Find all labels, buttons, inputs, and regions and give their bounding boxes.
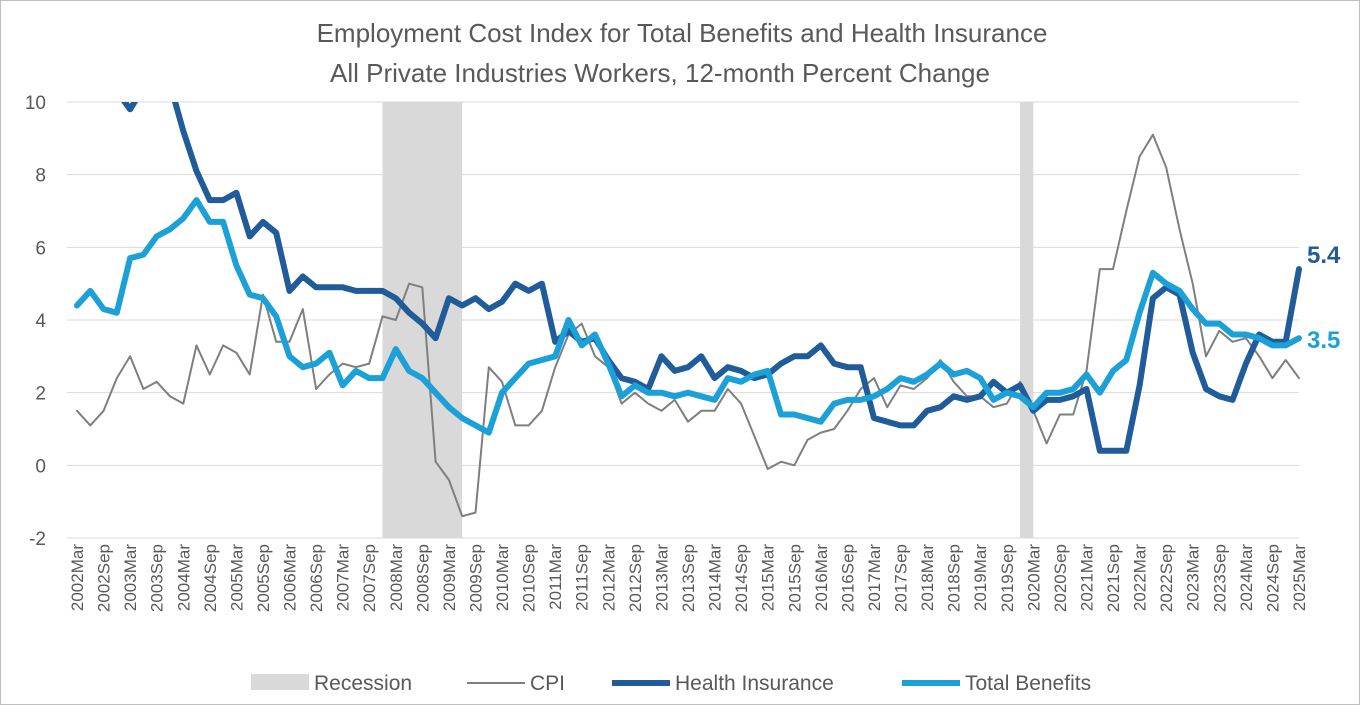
gridlines (67, 101, 1299, 539)
x-tick-label: 2020Mar (1024, 544, 1043, 611)
legend-label-health-insurance: Health Insurance (675, 672, 834, 695)
y-tick-label: 6 (35, 238, 46, 259)
y-axis-tick-labels: -2 0 2 4 6 8 10 (25, 93, 47, 550)
x-tick-label: 2024Sep (1263, 544, 1282, 612)
x-tick-label: 2013Mar (652, 544, 671, 611)
x-tick-label: 2007Mar (334, 544, 353, 611)
series-line-cpi (76, 133, 1300, 518)
x-tick-label: 2009Mar (440, 544, 459, 611)
x-tick-label: 2008Sep (413, 544, 432, 612)
x-tick-label: 2002Sep (95, 544, 114, 612)
x-tick-label: 2004Sep (201, 544, 220, 612)
series-lines (74, 102, 1302, 518)
x-tick-label: 2021Mar (1077, 544, 1096, 611)
x-tick-label: 2019Mar (971, 544, 990, 611)
chart-subtitle: All Private Industries Workers, 12-month… (330, 58, 990, 88)
x-tick-label: 2015Mar (759, 544, 778, 611)
y-tick-label: 8 (35, 166, 46, 187)
x-tick-label: 2012Sep (626, 544, 645, 612)
x-tick-label: 2006Mar (281, 544, 300, 611)
x-tick-label: 2018Mar (918, 544, 937, 611)
x-tick-label: 2003Mar (121, 544, 140, 611)
y-tick-label: 0 (35, 456, 46, 477)
y-tick-label: 4 (35, 311, 46, 332)
x-tick-label: 2017Sep (892, 544, 911, 612)
end-label-total-benefits: 3.5 (1307, 327, 1340, 354)
x-tick-label: 2006Sep (307, 544, 326, 612)
x-tick-label: 2022Sep (1157, 544, 1176, 612)
x-tick-label: 2018Sep (945, 544, 964, 612)
x-tick-label: 2017Mar (865, 544, 884, 611)
x-tick-label: 2011Sep (573, 544, 592, 611)
series-line-total-benefits (74, 197, 1302, 436)
legend-label-recession: Recession (314, 672, 412, 695)
x-tick-label: 2007Sep (360, 544, 379, 612)
y-tick-label: -2 (29, 529, 46, 550)
x-tick-label: 2004Mar (174, 544, 193, 611)
x-tick-label: 2022Mar (1131, 544, 1150, 611)
x-tick-label: 2005Mar (227, 544, 246, 611)
x-tick-label: 2021Sep (1104, 544, 1123, 612)
x-tick-label: 2024Mar (1237, 544, 1256, 611)
x-tick-label: 2008Mar (387, 544, 406, 611)
x-tick-label: 2005Sep (254, 544, 273, 612)
x-tick-label: 2010Mar (493, 544, 512, 611)
end-value-annotations: 5.4 3.5 (1307, 242, 1341, 354)
x-tick-label: 2009Sep (466, 544, 485, 612)
x-tick-label: 2002Mar (68, 544, 87, 611)
x-tick-label: 2013Sep (679, 544, 698, 612)
y-tick-label: 10 (25, 93, 46, 114)
x-tick-label: 2016Sep (838, 544, 857, 612)
y-tick-label: 2 (35, 384, 46, 405)
x-tick-label: 2023Sep (1210, 544, 1229, 612)
end-label-health-insurance: 5.4 (1307, 242, 1341, 269)
legend-swatch-recession (251, 674, 309, 690)
legend-label-cpi: CPI (530, 672, 565, 695)
x-tick-label: 2014Sep (732, 544, 751, 612)
x-tick-label: 2011Mar (546, 544, 565, 610)
legend-label-total-benefits: Total Benefits (965, 672, 1091, 695)
series-line-health-insurance (121, 102, 1302, 454)
x-tick-label: 2016Mar (812, 544, 831, 611)
x-tick-label: 2015Sep (785, 544, 804, 612)
x-tick-label: 2012Mar (599, 544, 618, 611)
x-axis-tick-labels: 2002Mar 2002Sep 2003Mar 2003Sep 2004Mar 2004S… (68, 544, 1309, 612)
x-tick-label: 2010Sep (520, 544, 539, 612)
x-tick-label: 2023Mar (1184, 544, 1203, 611)
chart-title: Employment Cost Index for Total Benefits… (317, 18, 1048, 48)
x-tick-label: 2020Sep (1051, 544, 1070, 612)
x-tick-label: 2014Mar (706, 544, 725, 611)
x-tick-label: 2003Sep (148, 544, 167, 612)
x-tick-label: 2025Mar (1290, 544, 1309, 611)
legend: Recession CPI Health Insurance Total Ben… (251, 672, 1091, 695)
x-tick-label: 2019Sep (998, 544, 1017, 612)
